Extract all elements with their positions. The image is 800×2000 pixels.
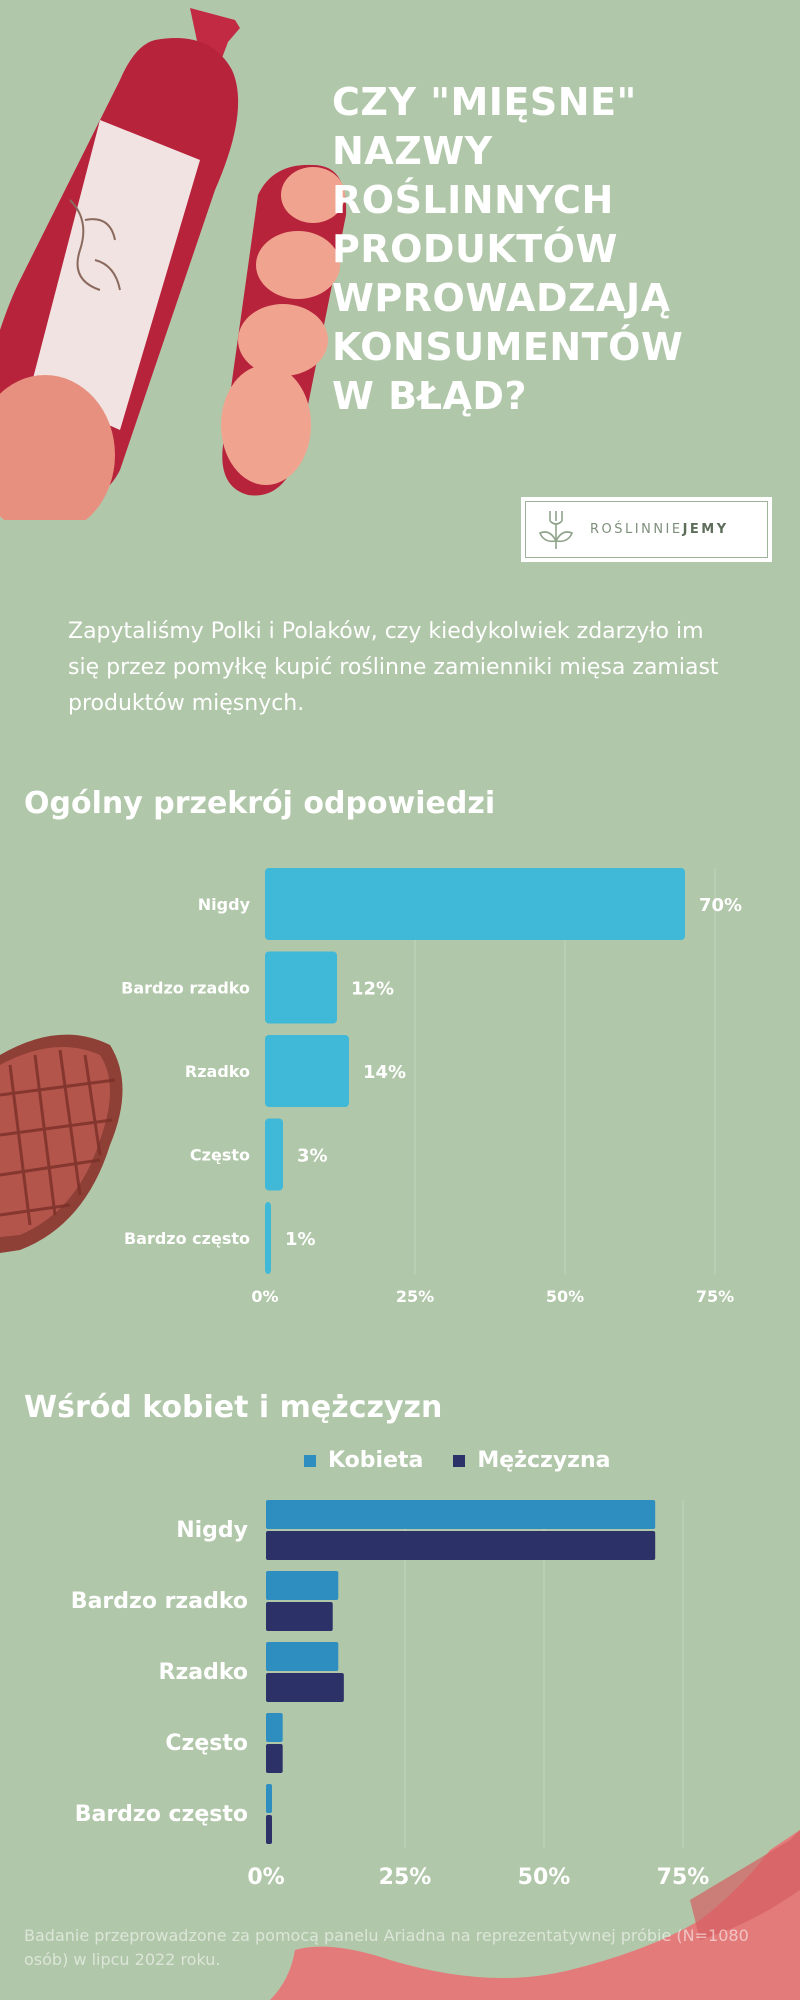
data-label: 3% <box>297 1146 328 1167</box>
bar <box>266 1602 333 1631</box>
legend-item-men: Mężczyzna <box>453 1448 610 1473</box>
x-tick-label: 50% <box>518 1865 571 1890</box>
category-label: Rzadko <box>159 1660 249 1685</box>
x-tick-label: 25% <box>379 1865 432 1890</box>
bar <box>266 1642 339 1671</box>
category-label: Nigdy <box>176 1518 248 1543</box>
footnote: Badanie przeprowadzone za pomocą panelu … <box>24 1926 749 1969</box>
steak-illustration <box>0 1034 123 1253</box>
x-tick-label: 0% <box>247 1865 284 1890</box>
chart2-legend: Kobieta Mężczyzna <box>304 1448 610 1473</box>
bar <box>266 1784 272 1813</box>
category-label: Bardzo często <box>124 1229 250 1248</box>
category-label: Bardzo rzadko <box>121 979 250 998</box>
bar <box>266 1744 283 1773</box>
logo: ROŚLINNIEJEMY <box>521 497 772 562</box>
data-label: 12% <box>351 979 394 1000</box>
logo-text-light: ROŚLINNIE <box>590 522 683 537</box>
legend-label-women: Kobieta <box>328 1448 424 1473</box>
legend-swatch-men <box>453 1454 466 1467</box>
x-tick-label: 25% <box>396 1287 434 1306</box>
bar <box>266 1531 656 1560</box>
fork-leaf-icon <box>538 510 574 549</box>
bar <box>266 1500 656 1529</box>
bar <box>265 868 685 940</box>
x-tick-label: 75% <box>657 1865 710 1890</box>
chart2-title: Wśród kobiet i mężczyzn <box>24 1390 443 1425</box>
data-label: 14% <box>363 1062 406 1083</box>
x-tick-label: 50% <box>546 1287 584 1306</box>
category-label: Bardzo rzadko <box>71 1589 248 1614</box>
category-label: Często <box>165 1731 248 1756</box>
bar <box>265 1202 271 1274</box>
bar <box>265 1118 283 1191</box>
legend-swatch-women <box>304 1454 316 1467</box>
intro-text: Zapytaliśmy Polki i Polaków, czy kiedyko… <box>68 619 719 716</box>
logo-text: ROŚLINNIEJEMY <box>590 522 729 537</box>
data-label: 70% <box>699 895 742 916</box>
sausage-illustration <box>221 164 347 496</box>
bar <box>266 1673 344 1702</box>
x-tick-label: 75% <box>696 1287 734 1306</box>
bar <box>266 1815 272 1844</box>
legend-label-men: Mężczyzna <box>477 1448 611 1473</box>
category-label: Bardzo często <box>75 1802 248 1827</box>
bar <box>265 1035 349 1107</box>
category-label: Nigdy <box>198 895 251 914</box>
chart1-title: Ogólny przekrój odpowiedzi <box>24 786 496 821</box>
data-label: 1% <box>285 1229 316 1250</box>
bar <box>265 951 337 1024</box>
infographic-title: CZY "MIĘSNE" NAZWY ROŚLINNYCH PRODUKTÓW … <box>332 80 684 418</box>
bar <box>266 1713 283 1742</box>
category-label: Rzadko <box>185 1062 250 1081</box>
logo-text-bold: JEMY <box>682 522 729 537</box>
ham-illustration <box>270 1830 800 2000</box>
category-label: Często <box>190 1146 250 1165</box>
x-tick-label: 0% <box>251 1287 278 1306</box>
bar <box>266 1571 339 1600</box>
salami-illustration <box>0 8 240 520</box>
legend-item-women: Kobieta <box>304 1448 423 1473</box>
